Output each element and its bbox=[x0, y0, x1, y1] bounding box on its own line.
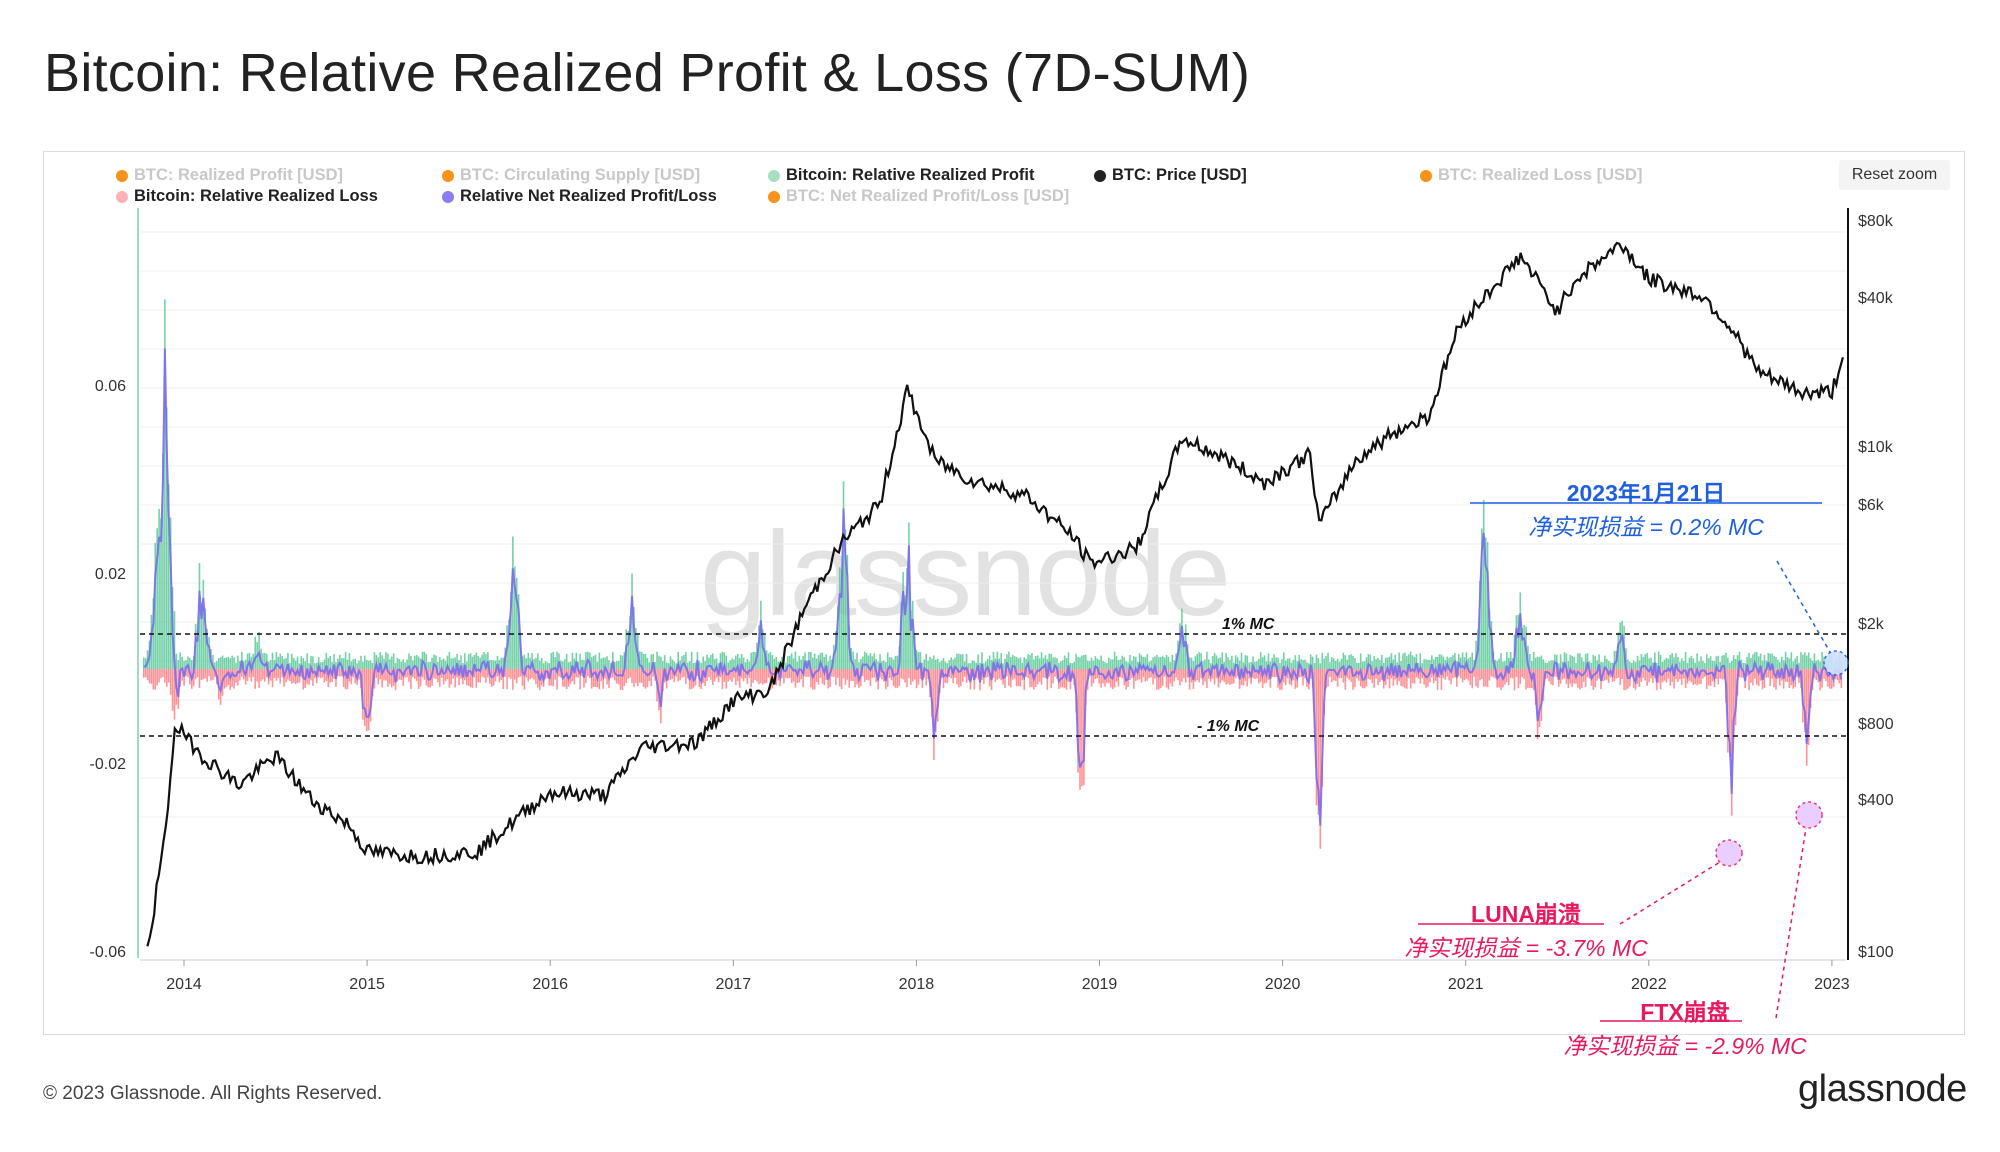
legend-item-relative-realized-profit[interactable]: Bitcoin: Relative Realized Profit bbox=[768, 166, 1034, 185]
page-title: Bitcoin: Relative Realized Profit & Loss… bbox=[44, 43, 1251, 103]
reference-line-label: 1% MC bbox=[1222, 616, 1275, 633]
left-tick-label: 0.02 bbox=[95, 566, 126, 583]
btc-price-line bbox=[146, 241, 1844, 947]
legend-item-btc-price[interactable]: BTC: Price [USD] bbox=[1094, 166, 1247, 185]
reference-line-label: - 1% MC bbox=[1197, 718, 1260, 735]
legend-dot-icon bbox=[768, 169, 780, 182]
x-tick-label: 2020 bbox=[1265, 976, 1301, 993]
x-tick-label: 2014 bbox=[166, 976, 202, 993]
watermark: glassnode bbox=[700, 507, 1231, 641]
legend-item-relative-realized-loss[interactable]: Bitcoin: Relative Realized Loss bbox=[116, 187, 378, 206]
legend-label: BTC: Realized Profit [USD] bbox=[134, 166, 344, 184]
annotation-luna: LUNA崩溃 净实现损益 = -3.7% MC bbox=[1366, 895, 1686, 963]
ftx-connector bbox=[1775, 827, 1807, 1019]
legend-dot-icon bbox=[442, 190, 454, 203]
right-tick-label: $80k bbox=[1858, 213, 1894, 230]
x-tick-label: 2019 bbox=[1082, 976, 1118, 993]
chart-frame bbox=[43, 151, 1965, 1035]
right-tick-label: $800 bbox=[1858, 716, 1894, 733]
x-tick-label: 2017 bbox=[716, 976, 752, 993]
annotation-luna-head: LUNA崩溃 bbox=[1471, 901, 1581, 927]
footer-copyright: © 2023 Glassnode. All Rights Reserved. bbox=[43, 1083, 383, 1104]
right-tick-label: $2k bbox=[1858, 616, 1885, 633]
legend-item-relative-net-realized[interactable]: Relative Net Realized Profit/Loss bbox=[442, 187, 717, 206]
annotation-ftx: FTX崩盘 净实现损益 = -2.9% MC bbox=[1525, 993, 1845, 1061]
ftx-marker bbox=[1795, 801, 1823, 829]
legend-label: BTC: Circulating Supply [USD] bbox=[460, 166, 701, 184]
net-realized-line bbox=[143, 348, 1843, 826]
right-tick-label: $10k bbox=[1858, 439, 1894, 456]
jan2023-marker bbox=[1823, 650, 1849, 676]
legend-label: Relative Net Realized Profit/Loss bbox=[460, 187, 717, 205]
x-tick-label: 2022 bbox=[1631, 976, 1667, 993]
footer-logo: glassnode bbox=[1798, 1068, 1967, 1110]
annotation-ftx-sub: 净实现损益 = -2.9% MC bbox=[1563, 1033, 1807, 1059]
legend-item-net-realized-usd[interactable]: BTC: Net Realized Profit/Loss [USD] bbox=[768, 187, 1069, 206]
legend-item-circulating-supply[interactable]: BTC: Circulating Supply [USD] bbox=[442, 166, 700, 185]
right-tick-label: $100 bbox=[1858, 944, 1894, 961]
legend-dot-icon bbox=[768, 190, 780, 203]
legend-label: BTC: Net Realized Profit/Loss [USD] bbox=[786, 187, 1070, 205]
legend-label: BTC: Realized Loss [USD] bbox=[1438, 166, 1643, 184]
annotation-jan2023: 2023年1月21日 净实现损益 = 0.2% MC bbox=[1466, 474, 1826, 542]
annotation-jan2023-sub: 净实现损益 = 0.2% MC bbox=[1528, 514, 1764, 540]
x-tick-label: 2021 bbox=[1448, 976, 1484, 993]
legend-dot-icon bbox=[1094, 169, 1106, 182]
annotation-luna-sub: 净实现损益 = -3.7% MC bbox=[1404, 935, 1648, 961]
legend-dot-icon bbox=[1420, 169, 1432, 182]
left-tick-label: -0.02 bbox=[90, 756, 127, 773]
left-tick-label: 0.06 bbox=[95, 378, 126, 395]
legend-item-realized-profit[interactable]: BTC: Realized Profit [USD] bbox=[116, 166, 343, 185]
reset-zoom-button[interactable]: Reset zoom bbox=[1839, 160, 1950, 190]
x-tick-label: 2023 bbox=[1814, 976, 1850, 993]
annotation-ftx-head: FTX崩盘 bbox=[1640, 999, 1730, 1025]
x-tick-label: 2018 bbox=[899, 976, 935, 993]
luna-marker bbox=[1715, 839, 1743, 867]
right-tick-label: $40k bbox=[1858, 290, 1894, 307]
x-tick-label: 2015 bbox=[349, 976, 385, 993]
annotation-jan2023-head: 2023年1月21日 bbox=[1566, 480, 1726, 506]
right-tick-label: $400 bbox=[1858, 792, 1894, 809]
legend-dot-icon bbox=[116, 169, 128, 182]
legend-label: Bitcoin: Relative Realized Profit bbox=[786, 166, 1035, 184]
left-tick-label: -0.06 bbox=[90, 944, 127, 961]
x-tick-label: 2016 bbox=[532, 976, 568, 993]
luna-connector bbox=[1619, 861, 1721, 925]
right-tick-label: $6k bbox=[1858, 497, 1885, 514]
jan2023-connector bbox=[1776, 560, 1831, 653]
legend-dot-icon bbox=[116, 190, 128, 203]
legend-item-realized-loss[interactable]: BTC: Realized Loss [USD] bbox=[1420, 166, 1642, 185]
legend-label: BTC: Price [USD] bbox=[1112, 166, 1247, 184]
legend-dot-icon bbox=[442, 169, 454, 182]
legend-label: Bitcoin: Relative Realized Loss bbox=[134, 187, 378, 205]
